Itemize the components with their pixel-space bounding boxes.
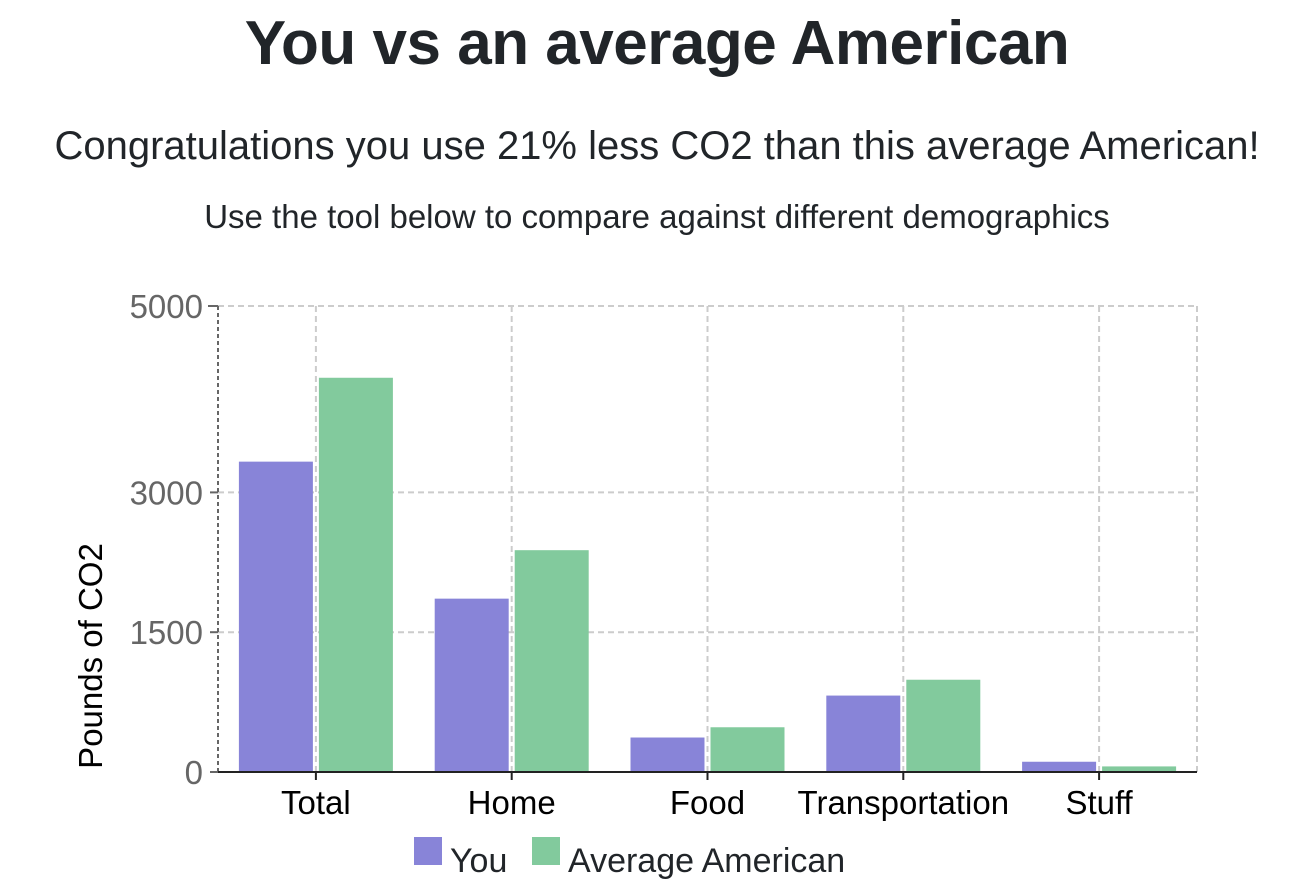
x-tick-label-total: Total bbox=[281, 784, 351, 821]
bar-total-you bbox=[238, 461, 313, 772]
bar-home-you bbox=[434, 598, 509, 772]
x-tick-label-home: Home bbox=[468, 784, 556, 821]
legend-label-average-american: Average American bbox=[568, 842, 845, 880]
chart-axes: 0 1500 3000 5000 Total Home Food Transportation… bbox=[130, 288, 1197, 821]
legend-label-you: You bbox=[450, 842, 507, 880]
x-tick-label-stuff: Stuff bbox=[1065, 784, 1133, 821]
y-tick-label: 1500 bbox=[130, 614, 203, 651]
comparison-message: Congratulations you use 21% less CO2 tha… bbox=[54, 124, 1260, 168]
y-tick-label: 3000 bbox=[130, 474, 203, 511]
x-tick-label-food: Food bbox=[670, 784, 745, 821]
y-tick-label: 0 bbox=[185, 754, 203, 791]
x-tick-label-transportation: Transportation bbox=[798, 784, 1010, 821]
y-axis-title: Pounds of CO2 bbox=[72, 543, 109, 769]
bar-stuff-you bbox=[1022, 761, 1097, 772]
bar-transportation-you bbox=[826, 695, 901, 772]
bar-home-average-american bbox=[514, 550, 589, 772]
legend-swatch-you bbox=[414, 837, 442, 865]
bar-food-average-american bbox=[710, 727, 785, 772]
page-title: You vs an average American bbox=[244, 9, 1070, 78]
instruction-text: Use the tool below to compare against di… bbox=[204, 198, 1110, 235]
chart-bars bbox=[238, 377, 1177, 772]
legend-swatch-average-american bbox=[532, 837, 560, 865]
y-tick-label: 5000 bbox=[130, 288, 203, 325]
bar-transportation-average-american bbox=[906, 679, 981, 772]
bar-stuff-average-american bbox=[1102, 766, 1177, 772]
bar-total-average-american bbox=[318, 377, 393, 772]
bar-food-you bbox=[630, 737, 705, 772]
chart-legend: You Average American bbox=[414, 837, 845, 880]
